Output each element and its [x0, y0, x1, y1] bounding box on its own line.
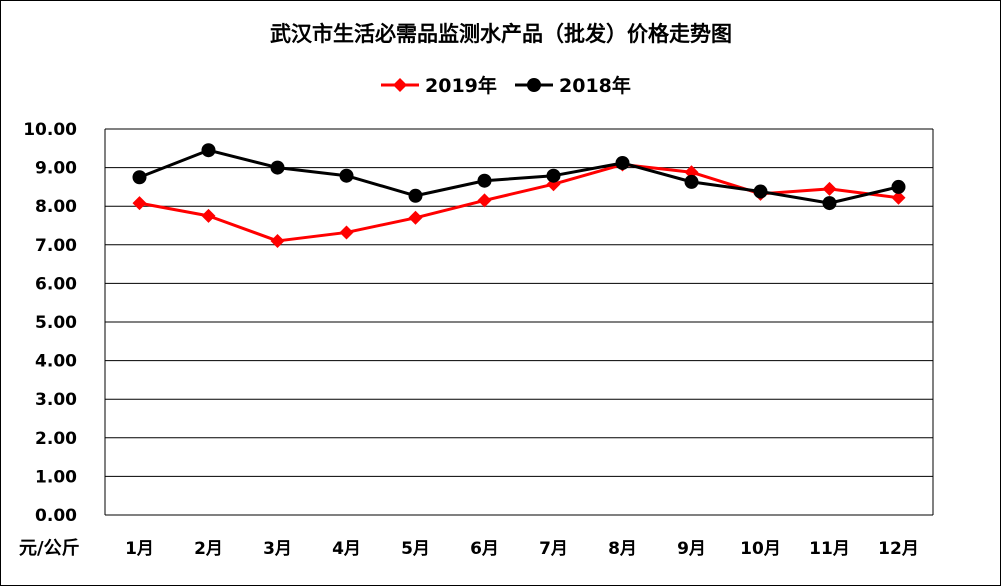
- data-point: [339, 225, 354, 240]
- y-axis-unit-label: 元/公斤: [19, 538, 80, 559]
- legend-label-2019: 2019年: [425, 74, 497, 97]
- y-tick-label: 8.00: [35, 197, 77, 217]
- axes: [104, 129, 934, 516]
- data-point: [408, 188, 423, 203]
- x-tick-label: 4月: [332, 539, 361, 559]
- y-tick-label: 4.00: [35, 352, 77, 372]
- series-2019年: [132, 157, 906, 248]
- series-line: [139, 163, 899, 243]
- data-point: [132, 196, 147, 211]
- data-point: [891, 179, 906, 194]
- x-tick-label: 8月: [608, 539, 637, 559]
- legend-label-2018: 2018年: [559, 74, 631, 97]
- data-point: [753, 184, 768, 199]
- y-tick-label: 3.00: [35, 390, 77, 410]
- y-tick-label: 9.00: [35, 159, 77, 179]
- y-axis-ticks: 0.00 1.00 2.00 3.00 4.00 5.00 6.00 7.00 8.00 9.00…: [23, 120, 77, 526]
- y-tick-label: 0.00: [35, 506, 77, 526]
- x-tick-label: 1月: [125, 539, 154, 559]
- data-point: [546, 168, 561, 183]
- data-point: [132, 170, 147, 185]
- gridlines: [105, 128, 933, 477]
- data-point: [339, 168, 354, 183]
- legend-marker-2018: [527, 78, 541, 92]
- data-point: [615, 155, 630, 170]
- data-point: [270, 160, 285, 175]
- data-point: [270, 233, 285, 248]
- series-line: [138, 148, 899, 205]
- x-tick-label: 9月: [677, 539, 706, 559]
- series-group: [132, 143, 906, 248]
- data-point: [477, 173, 492, 188]
- x-tick-label: 3月: [263, 539, 292, 559]
- x-tick-label: 2月: [194, 539, 223, 559]
- x-tick-label: 12月: [878, 539, 919, 559]
- y-tick-label: 1.00: [35, 467, 77, 487]
- y-tick-label: 2.00: [35, 429, 77, 449]
- data-point: [684, 174, 699, 189]
- x-tick-label: 10月: [740, 539, 781, 559]
- data-point: [891, 190, 906, 205]
- data-point: [822, 181, 837, 196]
- x-tick-label: 5月: [401, 539, 430, 559]
- series-2018年: [132, 143, 906, 211]
- legend-marker-2019: [393, 78, 407, 92]
- data-point: [201, 143, 216, 158]
- x-tick-label: 11月: [809, 539, 850, 559]
- x-tick-label: 7月: [539, 539, 568, 559]
- y-tick-label: 6.00: [35, 274, 77, 294]
- data-point: [684, 165, 699, 180]
- chart-title: 武汉市生活必需品监测水产品（批发）价格走势图: [270, 22, 732, 46]
- data-point: [822, 196, 837, 211]
- legend: 2019年 2018年: [381, 74, 631, 97]
- y-tick-label: 5.00: [35, 313, 77, 333]
- data-point: [408, 210, 423, 225]
- data-point: [201, 208, 216, 223]
- y-tick-label: 10.00: [23, 120, 77, 140]
- x-axis-ticks: 1月 2月 3月 4月 5月 6月 7月 8月 9月 10月 11月 12月: [125, 539, 919, 559]
- data-point: [477, 193, 492, 208]
- x-tick-label: 6月: [470, 539, 499, 559]
- y-tick-label: 7.00: [35, 236, 77, 256]
